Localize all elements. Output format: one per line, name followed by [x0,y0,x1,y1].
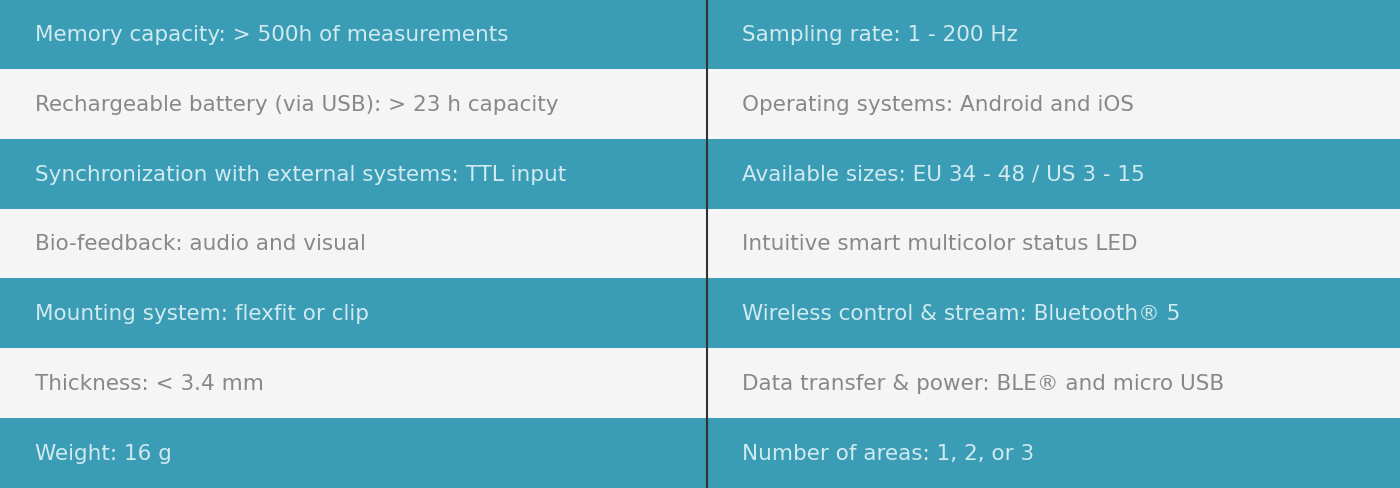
Text: Wireless control & stream: Bluetooth® 5: Wireless control & stream: Bluetooth® 5 [742,304,1180,324]
FancyBboxPatch shape [0,0,1400,70]
Text: Data transfer & power: BLE® and micro USB: Data transfer & power: BLE® and micro US… [742,373,1224,393]
Text: Intuitive smart multicolor status LED: Intuitive smart multicolor status LED [742,234,1137,254]
Text: Rechargeable battery (via USB): > 23 h capacity: Rechargeable battery (via USB): > 23 h c… [35,95,559,115]
Text: Mounting system: flexfit or clip: Mounting system: flexfit or clip [35,304,370,324]
Text: Sampling rate: 1 - 200 Hz: Sampling rate: 1 - 200 Hz [742,25,1018,45]
Text: Available sizes: EU 34 - 48 / US 3 - 15: Available sizes: EU 34 - 48 / US 3 - 15 [742,164,1145,184]
FancyBboxPatch shape [0,209,1400,279]
FancyBboxPatch shape [0,418,1400,488]
Text: Thickness: < 3.4 mm: Thickness: < 3.4 mm [35,373,263,393]
FancyBboxPatch shape [0,279,1400,348]
Text: Synchronization with external systems: TTL input: Synchronization with external systems: T… [35,164,566,184]
Text: Operating systems: Android and iOS: Operating systems: Android and iOS [742,95,1134,115]
Text: Memory capacity: > 500h of measurements: Memory capacity: > 500h of measurements [35,25,508,45]
FancyBboxPatch shape [0,70,1400,140]
FancyBboxPatch shape [0,140,1400,209]
FancyBboxPatch shape [0,348,1400,418]
Text: Number of areas: 1, 2, or 3: Number of areas: 1, 2, or 3 [742,443,1035,463]
Text: Bio-feedback: audio and visual: Bio-feedback: audio and visual [35,234,365,254]
Text: Weight: 16 g: Weight: 16 g [35,443,172,463]
